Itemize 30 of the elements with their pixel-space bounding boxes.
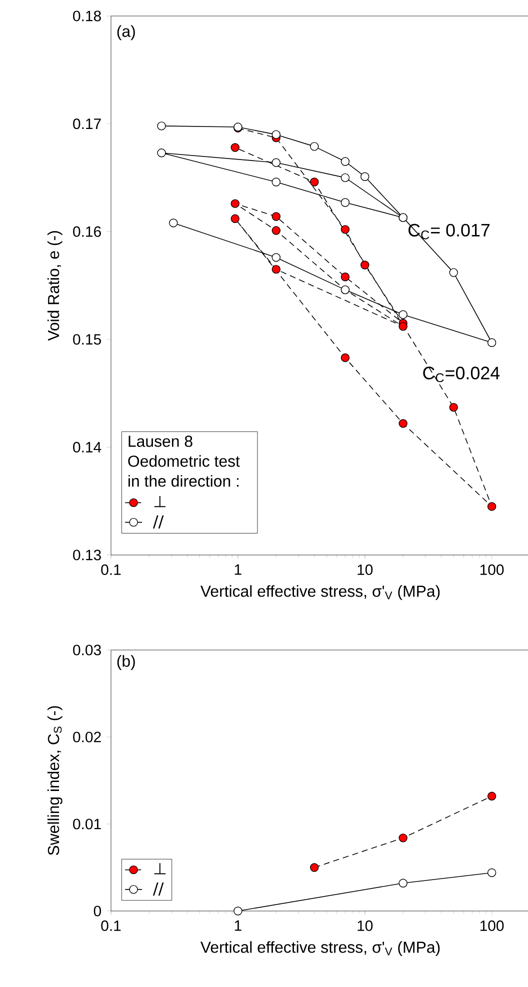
legend-label: ⊥: [154, 496, 166, 508]
x-axis-title: Vertical effective stress, σ'$_{V}$ (MPa): [200, 585, 440, 600]
x-tick-label: 0.1: [101, 920, 121, 932]
y-tick-label: 0.02: [73, 732, 101, 742]
y-tick-label: 0.15: [73, 334, 101, 345]
y-tick-label: 0.17: [73, 118, 101, 130]
y-axis-title: Void Ratio, e (-): [47, 231, 62, 341]
y-tick-label: 0: [94, 906, 101, 916]
annotation: (a): [117, 25, 135, 40]
legend-title: Lausen 8 Oedometric test in the direction :: [128, 436, 240, 487]
legend-label: //: [152, 515, 164, 528]
y-tick-label: 0.18: [73, 10, 101, 22]
legend-label: //: [152, 882, 164, 896]
x-tick-label: 1: [234, 920, 242, 931]
x-tick-label: 100: [480, 564, 504, 576]
x-tick-label: 10: [358, 920, 373, 932]
annotation: (b): [117, 655, 135, 670]
y-tick-label: 0.01: [73, 818, 101, 830]
y-tick-label: 0.03: [73, 644, 101, 656]
annotation: C$_{C}$=0.024: [423, 366, 500, 382]
y-axis-title: Swelling index, C$_{S}$ (-): [47, 706, 62, 856]
y-tick-label: 0.13: [73, 550, 101, 560]
legend-label: ⊥: [154, 863, 166, 874]
x-tick-label: 0.1: [101, 564, 121, 576]
y-tick-label: 0.14: [73, 442, 102, 452]
x-axis-title: Vertical effective stress, σ'$_{V}$ (MPa): [200, 941, 440, 956]
x-tick-label: 100: [480, 920, 504, 932]
x-tick-label: 1: [234, 564, 242, 575]
x-tick-label: 10: [358, 564, 373, 576]
y-tick-label: 0.16: [73, 226, 101, 237]
